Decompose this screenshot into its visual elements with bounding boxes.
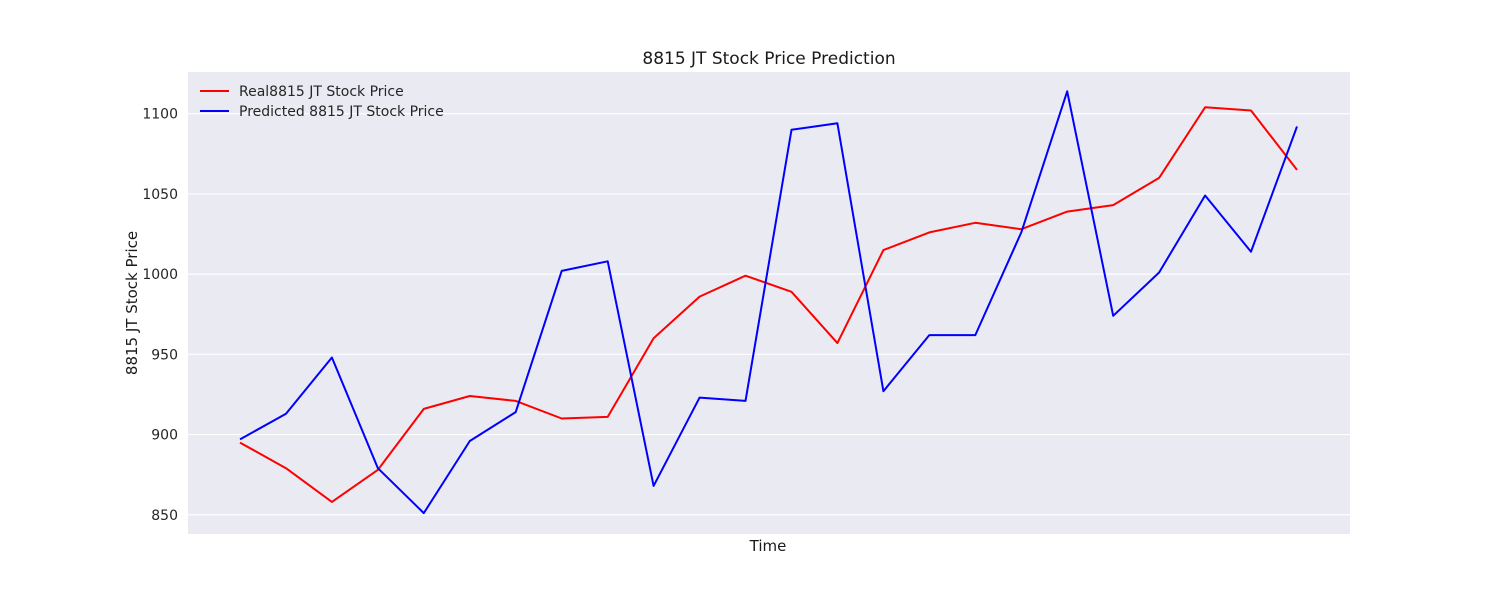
y-tick-label-1050: 1050 — [142, 187, 178, 203]
y-axis-label: 8815 JT Stock Price — [123, 231, 141, 375]
plot-area — [188, 72, 1350, 534]
series-line-predicted — [239, 90, 1298, 515]
series-line-real — [239, 106, 1298, 503]
y-tick-label-1000: 1000 — [142, 267, 178, 283]
series-layer — [239, 90, 1298, 515]
legend-label-predicted: Predicted 8815 JT Stock Price — [239, 104, 444, 120]
legend-label-real: Real8815 JT Stock Price — [239, 84, 404, 100]
legend: Real8815 JT Stock Price Predicted 8815 J… — [200, 84, 444, 120]
y-tick-label-950: 950 — [151, 347, 178, 363]
x-axis-label: Time — [749, 537, 787, 555]
y-tick-label-1100: 1100 — [142, 107, 178, 123]
gridlines — [188, 113, 1350, 516]
chart-title: 8815 JT Stock Price Prediction — [642, 49, 895, 69]
y-tick-label-900: 900 — [151, 428, 178, 444]
y-tick-label-850: 850 — [151, 508, 178, 524]
y-axis-ticks: 850 900 950 1000 1050 1100 — [142, 107, 178, 524]
